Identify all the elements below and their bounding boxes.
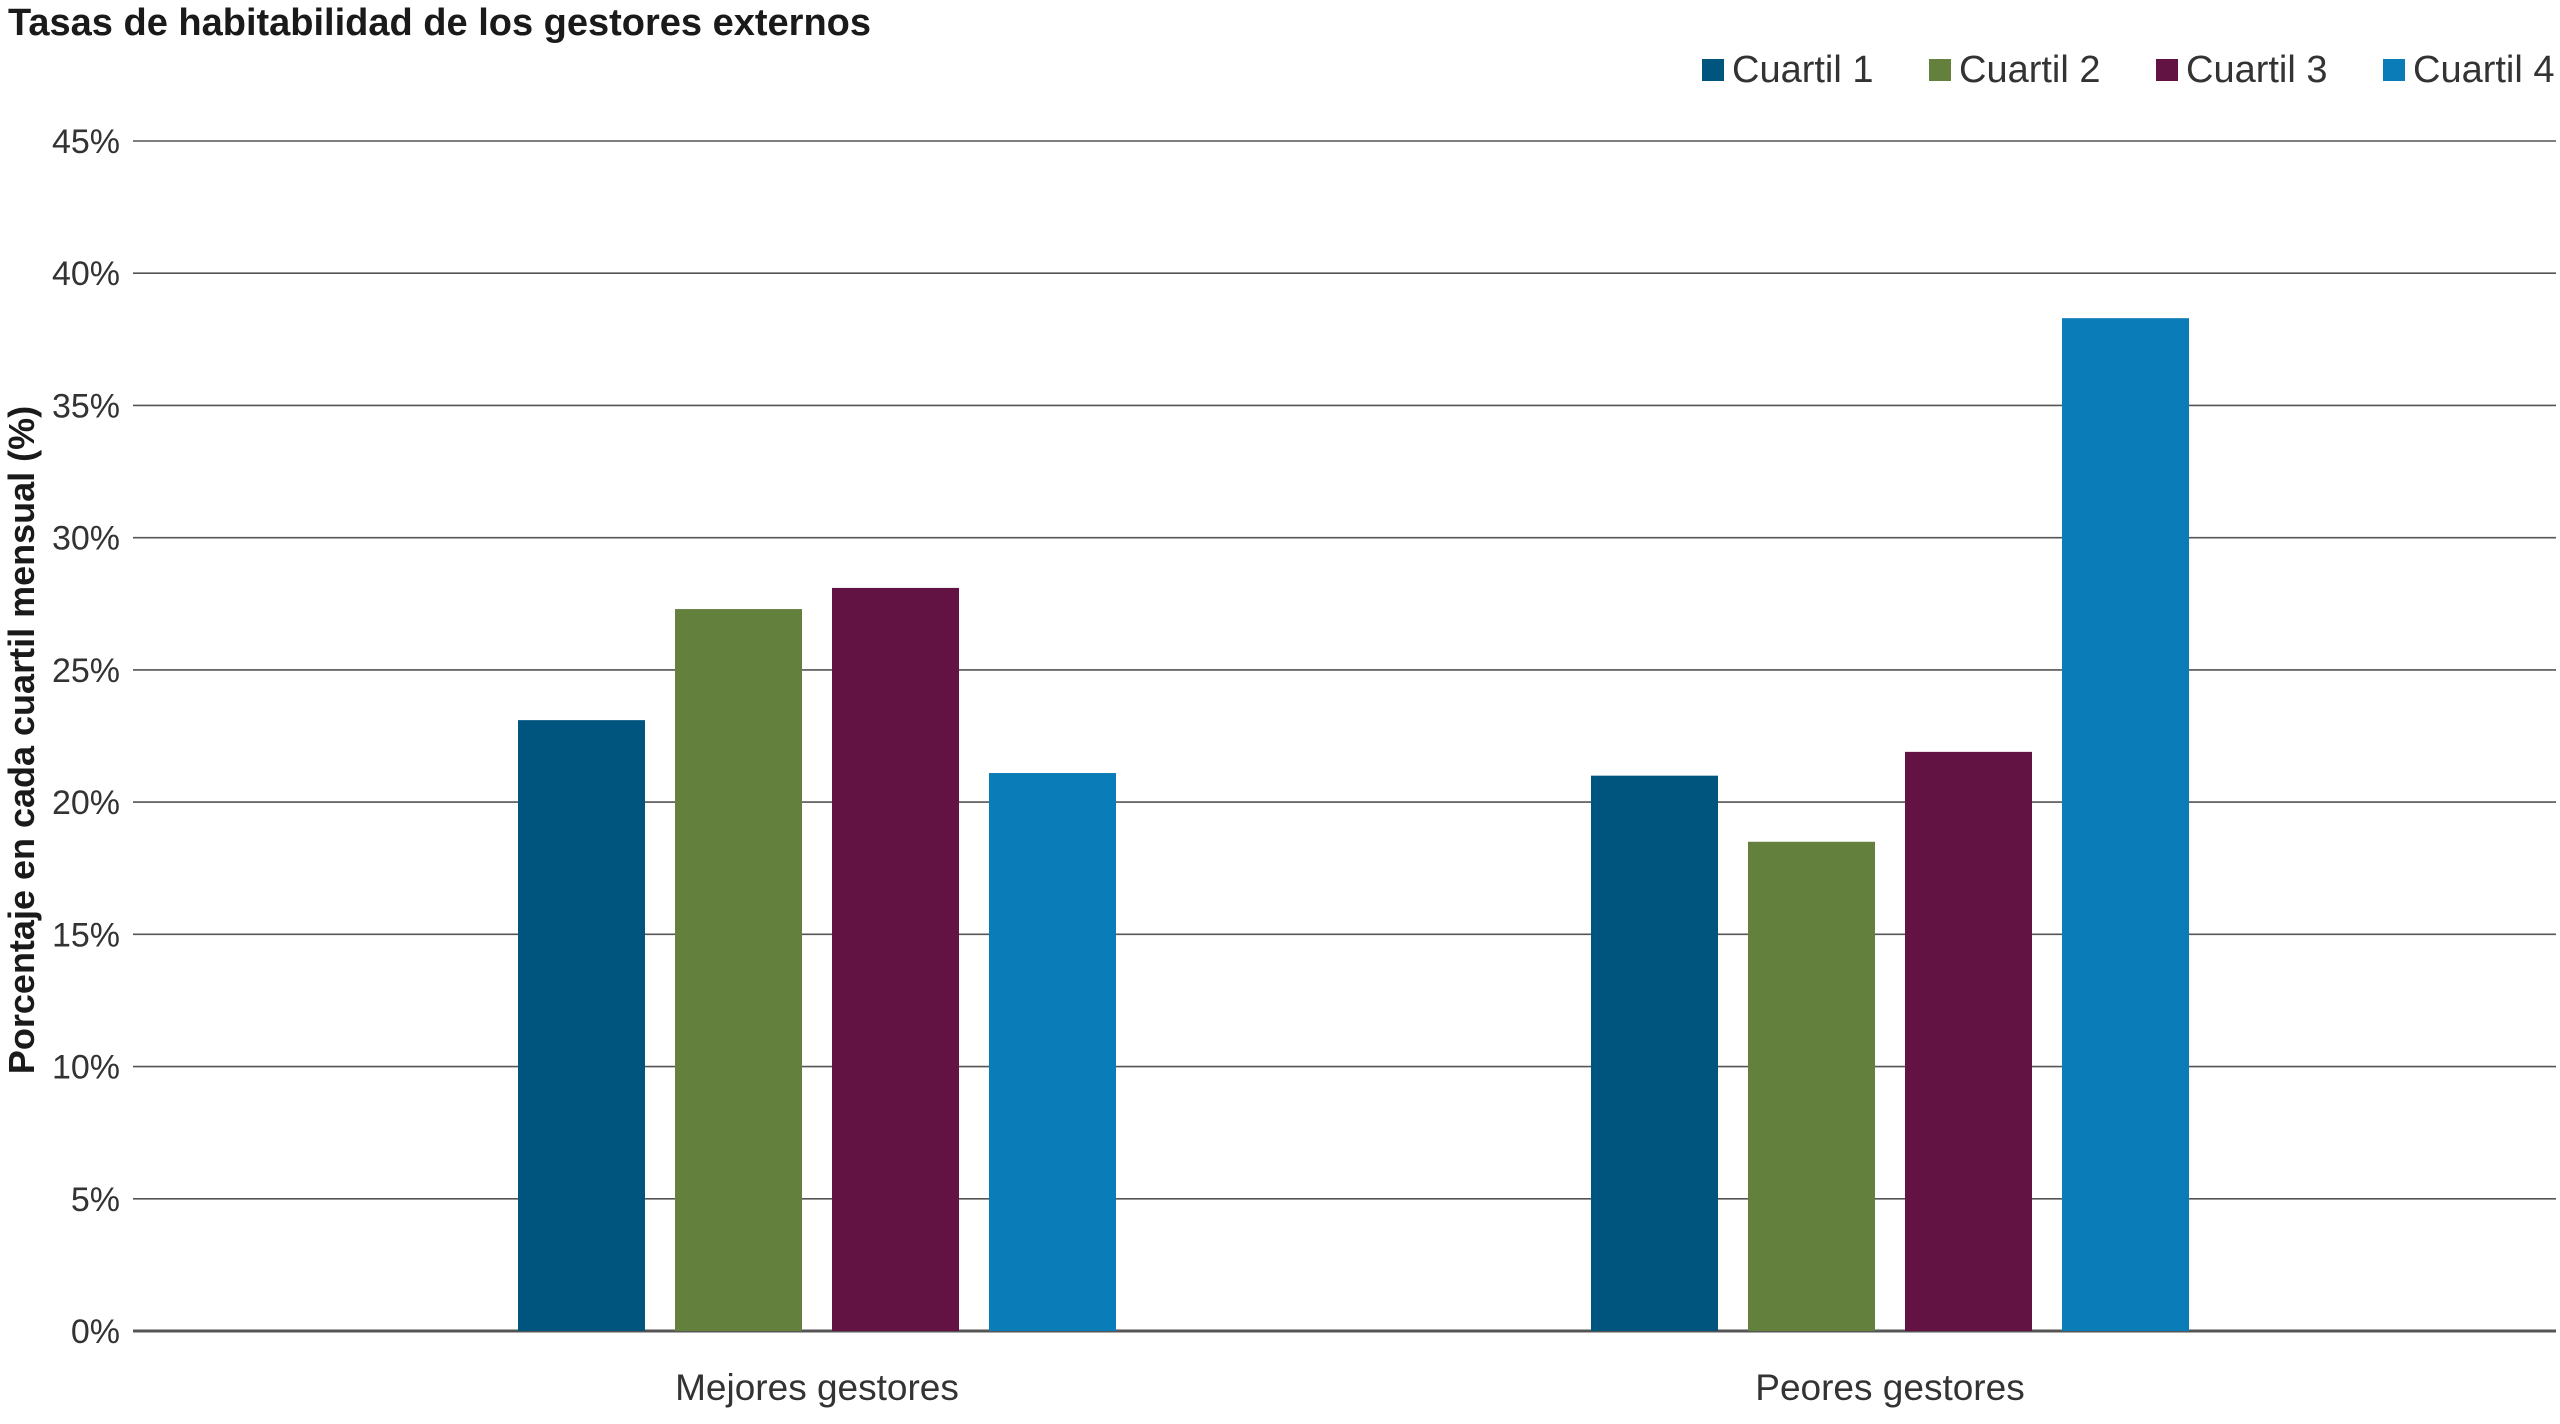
y-axis-label: Porcentaje en cada cuartil mensual (%) <box>1 406 42 1074</box>
bar-cuartil-2-1 <box>675 609 802 1331</box>
y-tick-label: 25% <box>52 652 120 690</box>
y-tick-label: 5% <box>71 1181 120 1219</box>
y-tick-label: 30% <box>52 520 120 558</box>
legend-swatch <box>1702 59 1724 81</box>
bar-cuartil-4-1 <box>989 773 1116 1331</box>
legend-label: Cuartil 2 <box>1959 49 2101 91</box>
y-tick-label: 45% <box>52 123 120 161</box>
y-axis-ticks: 0% 5% 10% 15% 20% 25% 30% 35% 40% 45% <box>52 123 120 1351</box>
legend: Cuartil 1 Cuartil 2 Cuartil 3 Cuartil 4 <box>1702 49 2555 91</box>
bar-cuartil-1-2 <box>1591 775 1718 1331</box>
x-category-label: Peores gestores <box>1755 1367 2024 1408</box>
y-tick-label: 0% <box>71 1313 120 1351</box>
legend-label: Cuartil 4 <box>2413 49 2555 91</box>
y-tick-label: 10% <box>52 1049 120 1087</box>
y-tick-label: 40% <box>52 255 120 293</box>
bar-cuartil-2-2 <box>1748 841 1875 1331</box>
chart-title: Tasas de habitabilidad de los gestores e… <box>8 2 871 44</box>
bar-cuartil-4-2 <box>2062 318 2189 1332</box>
bar-cuartil-3-2 <box>1905 751 2032 1331</box>
bar-cuartil-3-1 <box>832 587 959 1331</box>
legend-swatch <box>2383 59 2405 81</box>
legend-label: Cuartil 1 <box>1732 49 1874 91</box>
legend-swatch <box>2156 59 2178 81</box>
y-tick-label: 20% <box>52 784 120 822</box>
gridlines <box>133 140 2556 1333</box>
legend-swatch <box>1929 59 1951 81</box>
legend-label: Cuartil 3 <box>2186 49 2328 91</box>
y-tick-label: 35% <box>52 387 120 425</box>
x-axis-categories: Mejores gestores Peores gestores <box>675 1367 2025 1408</box>
y-tick-label: 15% <box>52 916 120 954</box>
bars <box>518 318 2189 1332</box>
x-category-label: Mejores gestores <box>675 1367 959 1408</box>
bar-cuartil-1-1 <box>518 720 645 1331</box>
